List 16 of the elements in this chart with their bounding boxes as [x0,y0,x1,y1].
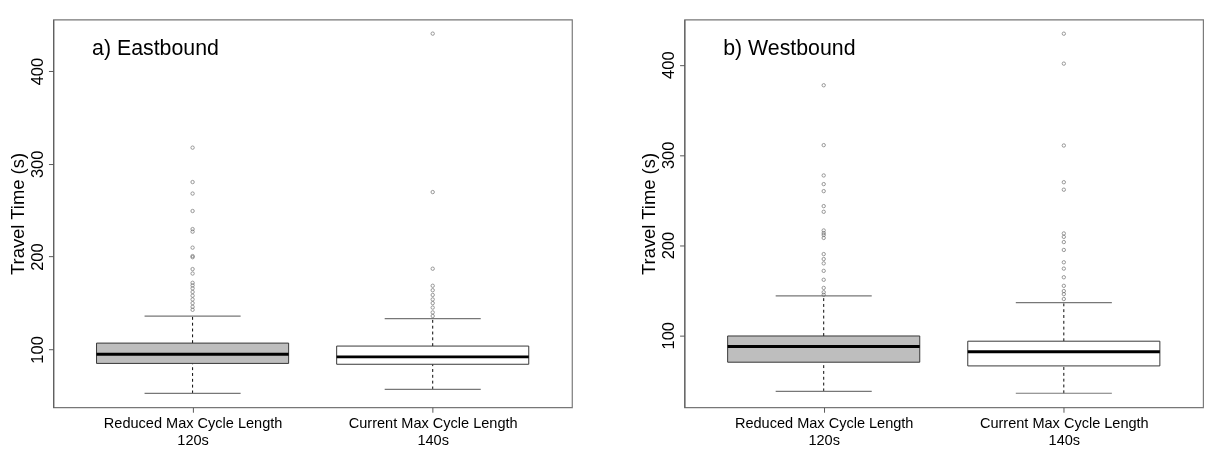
y-axis-title: Travel Time (s) [6,152,28,275]
x-tick-label: Current Max Cycle Length 140s [979,415,1149,448]
y-tick-label: 300 [659,141,678,170]
y-tick-label: 300 [28,150,47,179]
y-tick-label: 100 [28,336,47,364]
y-tick-label: 400 [28,57,47,86]
x-tick-label: Current Max Cycle Length 140s [348,415,518,448]
y-axis-title: Travel Time (s) [637,152,659,275]
x-tick-label: Reduced Max Cycle Length 120s [734,415,914,448]
x-tick-label: Reduced Max Cycle Length 120s [103,415,283,448]
y-tick-label: 200 [28,243,47,271]
y-tick-label: 400 [659,51,678,79]
y-tick-label: 100 [659,321,678,350]
y-tick-label: 200 [659,231,678,260]
text: a) Eastbound [92,36,219,61]
text: b) Westbound [723,36,856,61]
